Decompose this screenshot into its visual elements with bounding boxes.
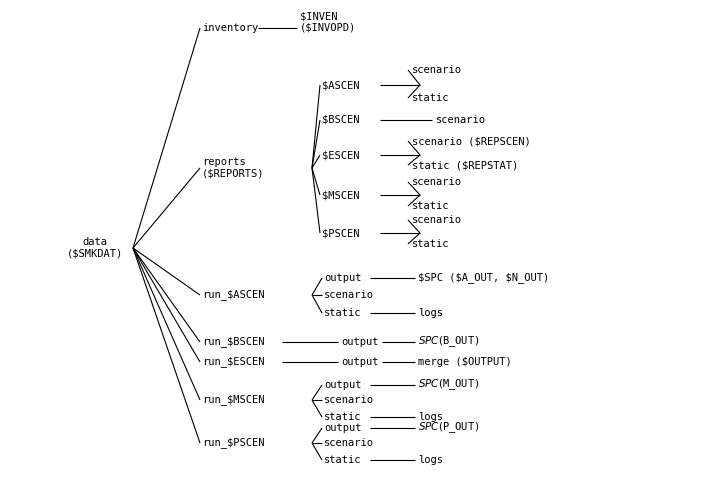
- Text: scenario: scenario: [324, 438, 374, 448]
- Text: run_$ASCEN: run_$ASCEN: [202, 290, 265, 300]
- Text: $BSCEN: $BSCEN: [322, 115, 359, 125]
- Text: data
($SMKDAT): data ($SMKDAT): [67, 237, 123, 259]
- Text: reports
($REPORTS): reports ($REPORTS): [202, 157, 265, 179]
- Text: merge ($OUTPUT): merge ($OUTPUT): [418, 357, 512, 367]
- Text: static: static: [412, 239, 449, 249]
- Text: static: static: [324, 455, 362, 465]
- Text: output: output: [324, 273, 362, 283]
- Text: scenario: scenario: [436, 115, 486, 125]
- Text: scenario: scenario: [412, 177, 462, 187]
- Text: scenario ($REPSCEN): scenario ($REPSCEN): [412, 136, 531, 146]
- Text: $ESCEN: $ESCEN: [322, 150, 359, 160]
- Text: inventory: inventory: [202, 23, 258, 33]
- Text: $SPC ($M_OUT): $SPC ($M_OUT): [418, 378, 479, 393]
- Text: $SPC ($P_OUT): $SPC ($P_OUT): [418, 421, 479, 436]
- Text: logs: logs: [418, 308, 443, 318]
- Text: run_$BSCEN: run_$BSCEN: [202, 337, 265, 347]
- Text: output: output: [341, 337, 378, 347]
- Text: logs: logs: [418, 455, 443, 465]
- Text: scenario: scenario: [412, 215, 462, 225]
- Text: run_$MSCEN: run_$MSCEN: [202, 395, 265, 405]
- Text: static: static: [324, 308, 362, 318]
- Text: $SPC ($A_OUT, $N_OUT): $SPC ($A_OUT, $N_OUT): [418, 273, 549, 284]
- Text: run_$ESCEN: run_$ESCEN: [202, 356, 265, 367]
- Text: $ASCEN: $ASCEN: [322, 80, 359, 90]
- Text: static ($REPSTAT): static ($REPSTAT): [412, 160, 518, 170]
- Text: static: static: [412, 201, 449, 211]
- Text: run_$PSCEN: run_$PSCEN: [202, 438, 265, 448]
- Text: $INVEN
($INVOPD): $INVEN ($INVOPD): [300, 11, 356, 33]
- Text: $PSCEN: $PSCEN: [322, 228, 359, 238]
- Text: scenario: scenario: [324, 290, 374, 300]
- Text: $MSCEN: $MSCEN: [322, 190, 359, 200]
- Text: logs: logs: [418, 412, 443, 422]
- Text: scenario: scenario: [324, 395, 374, 405]
- Text: output: output: [341, 357, 378, 367]
- Text: scenario: scenario: [412, 65, 462, 75]
- Text: $SPC ($B_OUT): $SPC ($B_OUT): [418, 335, 479, 349]
- Text: static: static: [412, 93, 449, 103]
- Text: static: static: [324, 412, 362, 422]
- Text: output: output: [324, 380, 362, 390]
- Text: output: output: [324, 423, 362, 433]
